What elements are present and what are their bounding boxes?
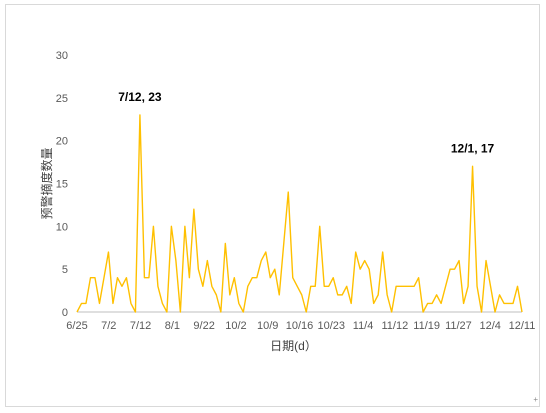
x-tick-label: 10/9 [257, 320, 278, 332]
series-line [76, 114, 523, 313]
y-tick-label: 25 [56, 93, 68, 105]
y-axis-title: 预警摘度数量 [39, 147, 54, 219]
y-tick-label: 10 [56, 221, 68, 233]
data-label: 12/1, 17 [451, 141, 495, 155]
x-tick-label: 10/16 [286, 320, 314, 332]
x-tick-label: 12/4 [480, 320, 501, 332]
y-tick-label: 0 [62, 307, 68, 319]
x-tick-label: 6/25 [66, 320, 87, 332]
y-tick-label: 5 [62, 264, 68, 276]
x-tick-label: 10/23 [318, 320, 346, 332]
line-chart: 0 5 10 15 20 25 30 6/25 7/2 7/12 8/1 9/22 10/2 10/9 10… [39, 50, 536, 353]
y-tick-label: 15 [56, 179, 68, 191]
x-tick-label: 11/27 [445, 320, 472, 332]
x-tick-label: 11/12 [381, 320, 408, 332]
x-tick-label: 9/22 [193, 320, 214, 332]
x-tick-label: 12/11 [509, 320, 536, 332]
x-tick-label: 7/12 [130, 320, 151, 332]
x-tick-label: 8/1 [165, 320, 180, 332]
x-tick-label: 11/4 [353, 320, 374, 332]
x-axis-title: 日期(d） [270, 339, 317, 353]
chart-area: 0 5 10 15 20 25 30 6/25 7/2 7/12 8/1 9/22 10/2 10/9 10… [5, 4, 540, 407]
x-tick-label: 11/19 [413, 320, 440, 332]
data-label: 7/12, 23 [118, 90, 162, 104]
x-tick-label: 7/2 [101, 320, 116, 332]
y-tick-label: 30 [56, 50, 68, 62]
resize-handle-icon[interactable]: + [533, 395, 538, 404]
y-tick-label: 20 [56, 136, 68, 148]
x-tick-label: 10/2 [225, 320, 246, 332]
